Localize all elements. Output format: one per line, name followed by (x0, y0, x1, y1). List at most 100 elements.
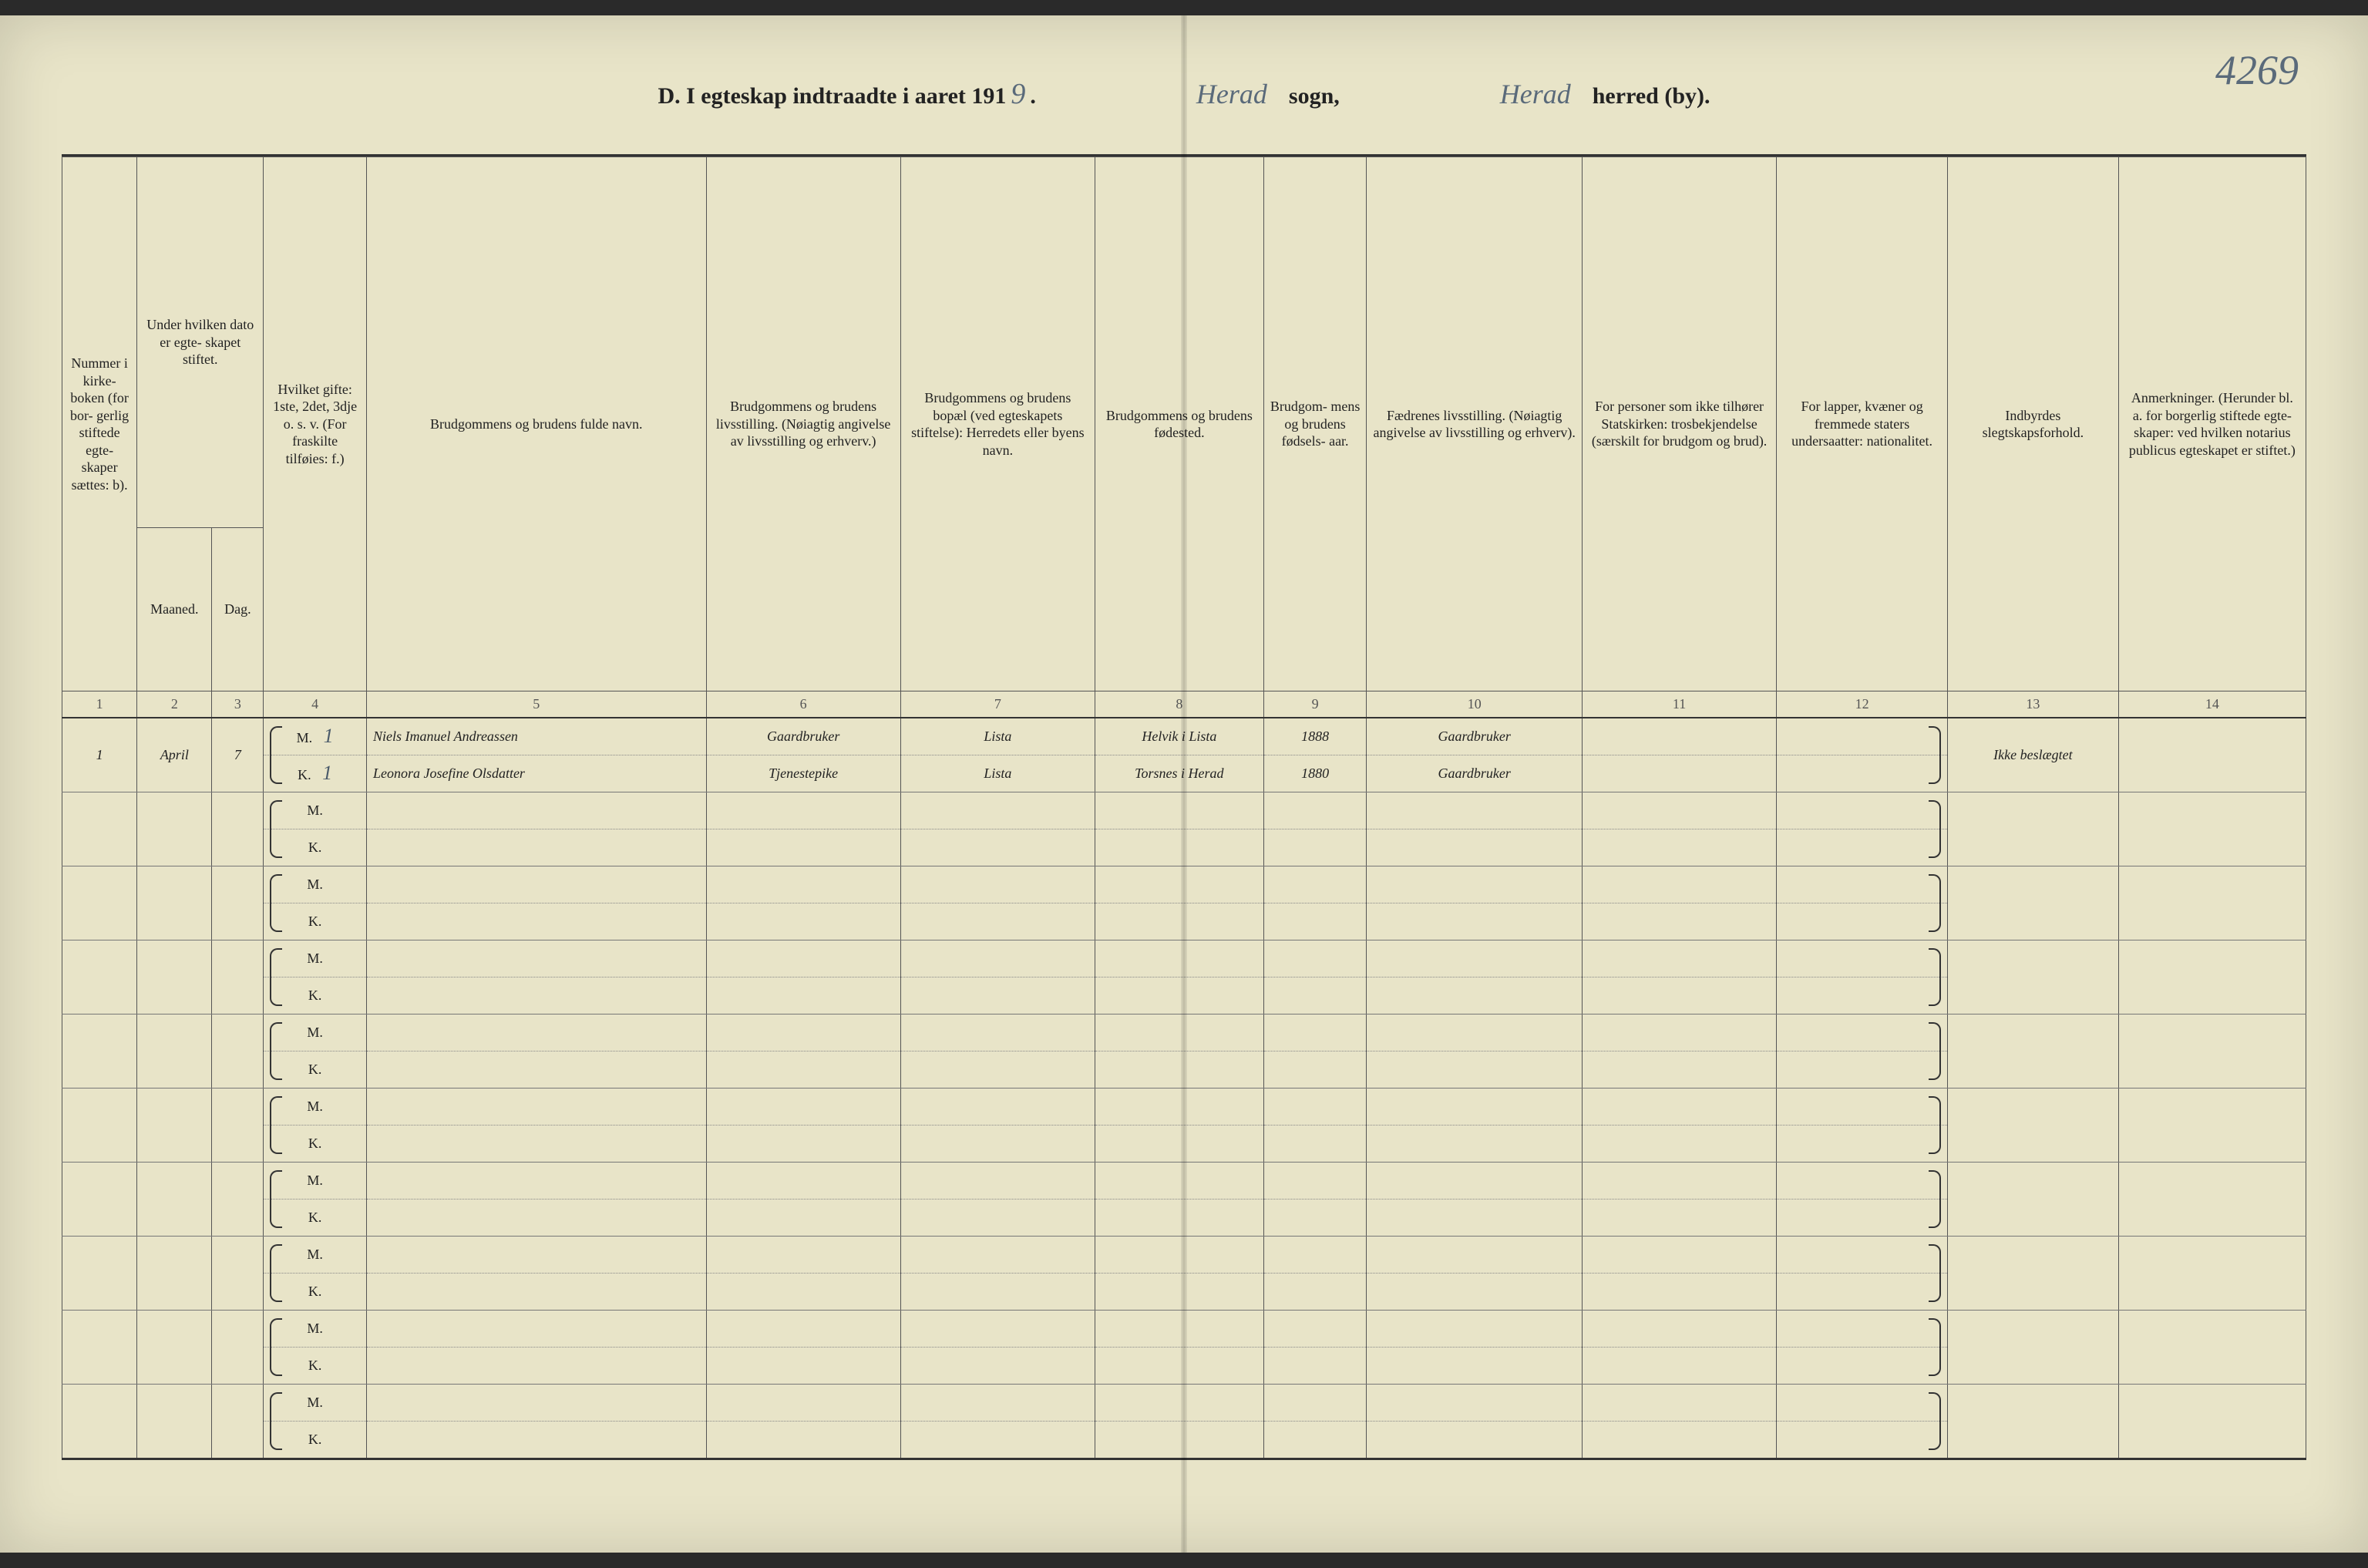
colnum-9: 9 (1263, 691, 1367, 718)
entry-10-k-res (900, 1421, 1095, 1458)
entry-4-day (212, 940, 264, 1014)
mk-m: M. (307, 1395, 323, 1410)
entry-9-c14 (2118, 1310, 2306, 1384)
entry-7-num (62, 1162, 137, 1236)
col-10-header: Fædrenes livsstilling. (Nøiagtig angivel… (1367, 157, 1583, 691)
entry-7-c13 (1947, 1162, 2118, 1236)
mk-m: M. (307, 1173, 323, 1188)
title-herred-value: Herad (1478, 78, 1593, 110)
entry-10-k-occ (706, 1421, 900, 1458)
entry-7-m-year (1263, 1162, 1367, 1199)
entry-7-m-birth (1095, 1162, 1263, 1199)
mk-m: M. (307, 803, 323, 818)
entry-6-k-c11 (1582, 1125, 1776, 1162)
entry-6-m-c11 (1582, 1088, 1776, 1125)
colnum-8: 8 (1095, 691, 1263, 718)
entry-2-m-label: M. (264, 792, 367, 829)
entry-8-m-res (900, 1236, 1095, 1273)
col-4-header: Hvilket gifte: 1ste, 2det, 3dje o. s. v.… (264, 157, 367, 691)
entry-1-m-year: 1888 (1263, 718, 1367, 755)
entry-1-k-occ: Tjenestepike (706, 755, 900, 792)
entry-3-m-father (1367, 866, 1583, 903)
entry-7-m-name (366, 1162, 706, 1199)
entry-4-k-label: K. (264, 977, 367, 1014)
colnum-4: 4 (264, 691, 367, 718)
entry-3-k-birth (1095, 903, 1263, 940)
entry-9-m-label: M. (264, 1310, 367, 1347)
entry-1-k-father: Gaardbruker (1367, 755, 1583, 792)
entry-3-m-birth (1095, 866, 1263, 903)
title-period: . (1030, 83, 1036, 109)
entry-3-k-c11 (1582, 903, 1776, 940)
entry-2-m-year (1263, 792, 1367, 829)
mk-k: K. (308, 914, 322, 929)
entry-2-m-father (1367, 792, 1583, 829)
entry-6-m-res (900, 1088, 1095, 1125)
entry-8-num (62, 1236, 137, 1310)
col-8-header: Brudgommens og brudens fødested. (1095, 157, 1263, 691)
entry-10-k-label: K. (264, 1421, 367, 1458)
entry-6-month (137, 1088, 212, 1162)
entry-4-m-birth (1095, 940, 1263, 977)
entry-9-k-year (1263, 1347, 1367, 1384)
entry-5-k-label: K. (264, 1051, 367, 1088)
colnum-13: 13 (1947, 691, 2118, 718)
entry-3-day (212, 866, 264, 940)
colnum-12: 12 (1777, 691, 1948, 718)
entry-6-k-name (366, 1125, 706, 1162)
mk-k: K. (308, 1284, 322, 1299)
entry-5-m-birth (1095, 1014, 1263, 1051)
entry-8-k-name (366, 1273, 706, 1310)
entry-2-m-c12 (1777, 792, 1948, 829)
entry-4-k-birth (1095, 977, 1263, 1014)
col-2-header: Maaned. (137, 527, 212, 691)
entry-9-month (137, 1310, 212, 1384)
title-prefix: D. I egteskap indtraadte i aaret 191 (658, 83, 1006, 109)
entry-3-m-year (1263, 866, 1367, 903)
entry-5-m-c11 (1582, 1014, 1776, 1051)
entry-6-k-father (1367, 1125, 1583, 1162)
entry-4-k-c12 (1777, 977, 1948, 1014)
mk-k: K. (308, 1358, 322, 1373)
entry-4-m-name (366, 940, 706, 977)
entry-5-k-birth (1095, 1051, 1263, 1088)
entry-9-m-occ (706, 1310, 900, 1347)
entry-2-k-c12 (1777, 829, 1948, 866)
entry-6-k-c12 (1777, 1125, 1948, 1162)
entry-10-k-father (1367, 1421, 1583, 1458)
col-9-header: Brudgom- mens og brudens fødsels- aar. (1263, 157, 1367, 691)
entry-8-m-name (366, 1236, 706, 1273)
entry-7-k-year (1263, 1199, 1367, 1236)
entry-10-num (62, 1384, 137, 1458)
entry-3-k-year (1263, 903, 1367, 940)
entry-2-m-name (366, 792, 706, 829)
mk-k: K. (308, 988, 322, 1003)
entry-6-m-name (366, 1088, 706, 1125)
entry-7-k-c12 (1777, 1199, 1948, 1236)
entry-9-k-birth (1095, 1347, 1263, 1384)
entry-6-k-year (1263, 1125, 1367, 1162)
mk-m: M. (297, 730, 313, 745)
entry-1-m-c11 (1582, 718, 1776, 755)
entry-1-c13: Ikke beslægtet (1947, 718, 2118, 792)
entry-7-k-c11 (1582, 1199, 1776, 1236)
entry-1-k-name: Leonora Josefine Olsdatter (366, 755, 706, 792)
title-sogn-label: sogn, (1289, 83, 1340, 109)
entry-5-m-name (366, 1014, 706, 1051)
mk-m: M. (307, 1321, 323, 1336)
entry-7-c14 (2118, 1162, 2306, 1236)
mk-m: M. (307, 1025, 323, 1040)
entry-2-k-c11 (1582, 829, 1776, 866)
entry-3-month (137, 866, 212, 940)
col-11-header: For personer som ikke tilhører Statskirk… (1582, 157, 1776, 691)
col-14-header: Anmerkninger. (Herunder bl. a. for borge… (2118, 157, 2306, 691)
entry-4-c14 (2118, 940, 2306, 1014)
entry-8-k-birth (1095, 1273, 1263, 1310)
entry-3-m-name (366, 866, 706, 903)
entry-4-c13 (1947, 940, 2118, 1014)
entry-6-m-occ (706, 1088, 900, 1125)
entry-7-k-occ (706, 1199, 900, 1236)
entry-8-m-c12 (1777, 1236, 1948, 1273)
colnum-11: 11 (1582, 691, 1776, 718)
colnum-14: 14 (2118, 691, 2306, 718)
